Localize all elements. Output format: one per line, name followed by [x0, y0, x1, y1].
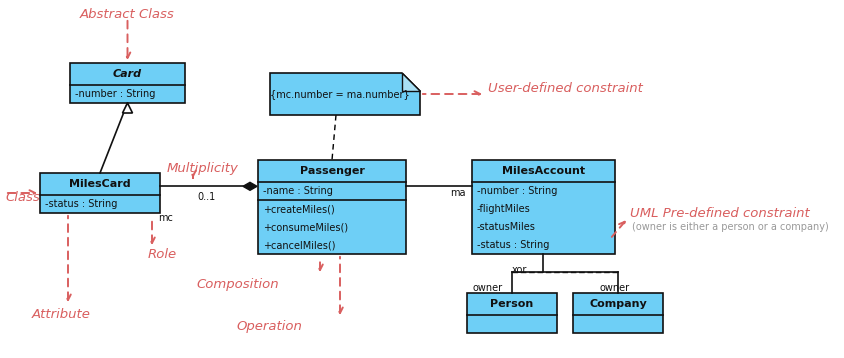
Bar	[572, 293, 663, 333]
Text: owner: owner	[599, 283, 630, 293]
Text: -number : String: -number : String	[476, 186, 557, 196]
Text: 0..1: 0..1	[197, 192, 215, 202]
Text: Multiplicity: Multiplicity	[167, 162, 239, 175]
Text: UML Pre-defined constraint: UML Pre-defined constraint	[630, 207, 809, 220]
Text: -status : String: -status : String	[476, 240, 549, 250]
Bar	[40, 173, 160, 213]
Text: +consumeMiles(): +consumeMiles()	[262, 222, 348, 232]
Bar	[257, 160, 405, 254]
Text: mc: mc	[158, 213, 173, 223]
Text: -status : String: -status : String	[45, 199, 117, 209]
Polygon shape	[402, 73, 419, 91]
Text: xor: xor	[511, 265, 527, 275]
Text: Card: Card	[113, 69, 142, 79]
Bar	[70, 63, 185, 103]
Text: owner: owner	[473, 283, 502, 293]
Text: MilesCard: MilesCard	[69, 179, 131, 189]
Text: Abstract Class: Abstract Class	[80, 8, 175, 21]
Text: -statusMiles: -statusMiles	[476, 222, 535, 232]
Text: Person: Person	[490, 299, 533, 309]
Text: -number : String: -number : String	[75, 89, 155, 99]
Polygon shape	[243, 182, 257, 190]
Polygon shape	[270, 73, 419, 115]
Text: Company: Company	[588, 299, 647, 309]
Text: (owner is either a person or a company): (owner is either a person or a company)	[631, 222, 828, 232]
Text: Operation: Operation	[235, 320, 301, 333]
Text: ma: ma	[450, 188, 465, 198]
Text: Attribute: Attribute	[32, 308, 91, 321]
Text: -name : String: -name : String	[262, 186, 333, 196]
Text: Class: Class	[5, 191, 40, 204]
Text: MilesAccount: MilesAccount	[501, 166, 584, 176]
Text: User-defined constraint: User-defined constraint	[488, 82, 642, 95]
Text: Role: Role	[148, 248, 177, 261]
Bar	[467, 293, 556, 333]
Text: Composition: Composition	[196, 278, 279, 291]
Bar	[472, 160, 614, 254]
Polygon shape	[122, 103, 133, 113]
Text: +createMiles(): +createMiles()	[262, 204, 334, 214]
Text: -flightMiles: -flightMiles	[476, 204, 530, 214]
Text: +cancelMiles(): +cancelMiles()	[262, 240, 335, 250]
Text: {mc.number = ma.number}: {mc.number = ma.number}	[270, 89, 409, 99]
Text: Passenger: Passenger	[300, 166, 364, 176]
